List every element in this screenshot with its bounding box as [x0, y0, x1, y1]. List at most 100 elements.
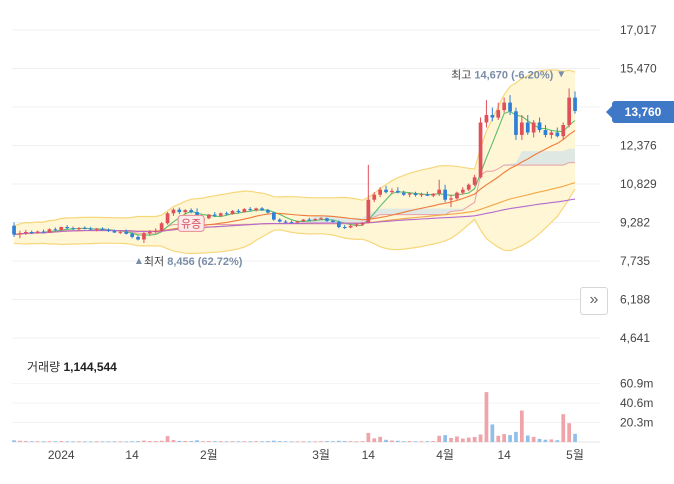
volume-bar — [18, 440, 22, 442]
candle-body — [419, 194, 424, 196]
candle-body — [106, 230, 111, 231]
volume-bar — [53, 441, 58, 443]
volume-bar — [12, 440, 16, 442]
volume-bar — [331, 441, 335, 442]
volume-bar — [142, 440, 146, 442]
volume-bar — [71, 441, 75, 443]
scroll-forward-button[interactable]: » — [580, 287, 608, 315]
volume-bar — [437, 435, 441, 442]
volume-bar — [266, 441, 270, 442]
candle-body — [478, 122, 483, 178]
volume-bar — [567, 423, 571, 442]
volume-bar — [325, 441, 329, 442]
time-tick-label: 14 — [362, 448, 376, 462]
candle-body — [189, 210, 193, 213]
candle-body — [24, 232, 28, 234]
volume-bar — [378, 436, 382, 442]
volume-bar — [77, 441, 81, 443]
event-badge — [177, 214, 205, 232]
candle-body — [514, 111, 518, 135]
volume-bar — [59, 441, 64, 442]
volume-bar — [354, 441, 359, 443]
time-tick-label: 2024 — [48, 448, 75, 462]
volume-bar — [360, 441, 365, 442]
volume-bar — [83, 441, 87, 443]
volume-bar — [171, 440, 176, 442]
candle-body — [254, 208, 258, 211]
volume-bar — [248, 441, 253, 443]
volume-bar — [348, 441, 353, 442]
volume-bar — [201, 441, 205, 442]
volume-bar — [401, 441, 406, 442]
candle-body — [88, 228, 93, 230]
candle-body — [207, 214, 211, 219]
candle-body — [549, 132, 554, 135]
volume-bar — [272, 440, 276, 442]
volume-bar — [148, 441, 152, 442]
candle-body — [431, 193, 436, 196]
candle-body — [112, 231, 117, 233]
volume-bar — [212, 441, 217, 443]
volume-bar — [525, 435, 530, 442]
candle-body — [47, 229, 52, 233]
candle-body — [573, 97, 577, 111]
volume-bar — [165, 436, 170, 442]
volume-bar — [159, 440, 164, 442]
volume-bar — [508, 435, 512, 442]
volume-value: 1,144,544 — [63, 360, 117, 374]
volume-bar — [455, 436, 459, 442]
candle-body — [277, 219, 282, 222]
volume-bar — [443, 435, 447, 442]
candle-body — [94, 228, 99, 230]
candle-body — [12, 225, 16, 235]
volume-bar — [407, 441, 412, 442]
volume-bar — [561, 414, 566, 442]
candle-body — [230, 210, 235, 215]
up-triangle-icon — [135, 258, 142, 265]
volume-bar — [136, 441, 140, 442]
candle-body — [360, 222, 365, 225]
volume-bar — [419, 441, 424, 443]
candle-body — [41, 231, 46, 233]
volume-bar — [207, 441, 211, 442]
candle-body — [165, 213, 170, 224]
price-tick-label: 6,188 — [620, 293, 650, 307]
candle-body — [342, 227, 347, 228]
candle-body — [502, 102, 506, 111]
current-price-tag: 13,760 — [606, 101, 674, 123]
candle-body — [567, 97, 571, 125]
volume-bar — [496, 435, 501, 442]
candle-body — [378, 189, 382, 195]
volume-tick-label: 20.3m — [620, 416, 653, 430]
candle-body — [260, 208, 264, 211]
candle-body — [212, 214, 217, 216]
candle-body — [437, 189, 441, 194]
volume-bar — [478, 434, 483, 442]
volume-bar — [118, 441, 123, 443]
volume-bar — [531, 436, 536, 442]
candle-body — [337, 222, 341, 228]
volume-bar — [472, 437, 477, 442]
volume-bar — [313, 441, 317, 443]
candle-body — [153, 230, 158, 232]
candle-body — [118, 231, 123, 233]
candle-body — [396, 190, 400, 193]
volume-bar — [295, 441, 300, 443]
candle-body — [461, 189, 465, 193]
candle-body — [283, 221, 288, 223]
candle-body — [425, 194, 430, 196]
candle-body — [224, 213, 229, 215]
candle-body — [35, 231, 40, 233]
volume-bar — [449, 438, 453, 442]
volume-bar — [230, 441, 235, 442]
volume-tick-label: 60.9m — [620, 377, 653, 391]
candle-body — [490, 115, 495, 118]
candle-body — [466, 184, 471, 190]
candle-body — [183, 210, 188, 213]
volume-bar — [549, 439, 554, 442]
volume-bar — [301, 441, 306, 443]
candle-body — [130, 233, 134, 237]
candle-body — [124, 231, 129, 234]
volume-bar — [413, 441, 418, 443]
volume-bar — [242, 441, 247, 442]
